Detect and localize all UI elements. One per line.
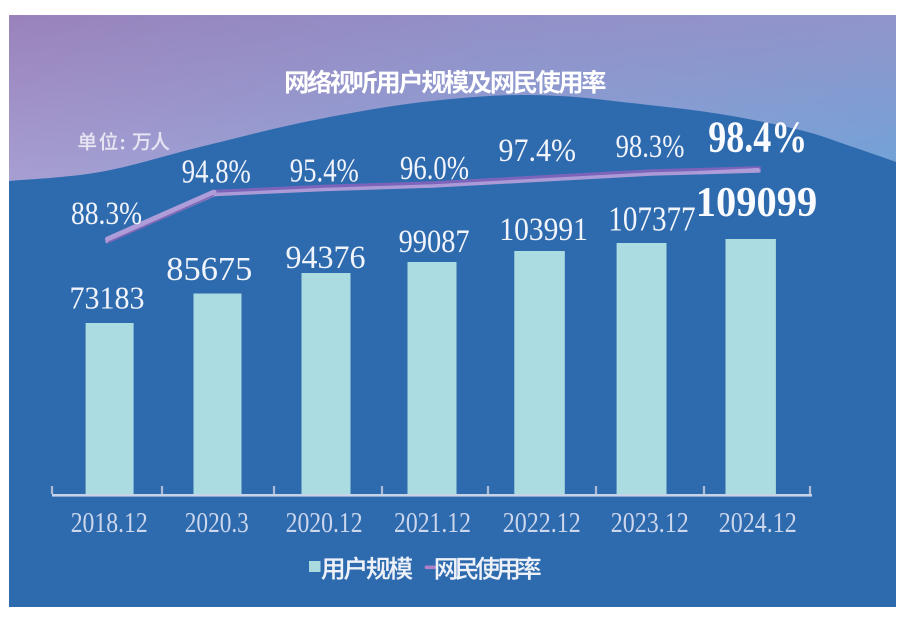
svg-text:98.4%: 98.4%	[708, 111, 807, 161]
svg-text:2024.12: 2024.12	[719, 508, 797, 539]
svg-text:2022.12: 2022.12	[503, 508, 581, 539]
svg-text:2020.3: 2020.3	[185, 508, 249, 539]
svg-text:88.3%: 88.3%	[71, 196, 142, 232]
svg-text:73183: 73183	[70, 280, 145, 316]
svg-text:2021.12: 2021.12	[394, 508, 471, 539]
svg-text:94.8%: 94.8%	[182, 153, 251, 190]
svg-text:98.3%: 98.3%	[616, 129, 685, 165]
svg-text:2020.12: 2020.12	[286, 508, 363, 539]
svg-text:103991: 103991	[499, 212, 588, 248]
svg-text:2023.12: 2023.12	[611, 508, 689, 539]
svg-text:95.4%: 95.4%	[290, 153, 359, 190]
svg-text:94376: 94376	[286, 240, 366, 276]
svg-text:99087: 99087	[399, 224, 470, 260]
svg-text:2018.12: 2018.12	[71, 508, 148, 539]
svg-text:96.0%: 96.0%	[400, 150, 469, 187]
svg-text:85675: 85675	[166, 251, 252, 288]
svg-text:109099: 109099	[696, 180, 817, 226]
svg-text:97.4%: 97.4%	[499, 133, 577, 169]
svg-text:107377: 107377	[608, 199, 695, 238]
